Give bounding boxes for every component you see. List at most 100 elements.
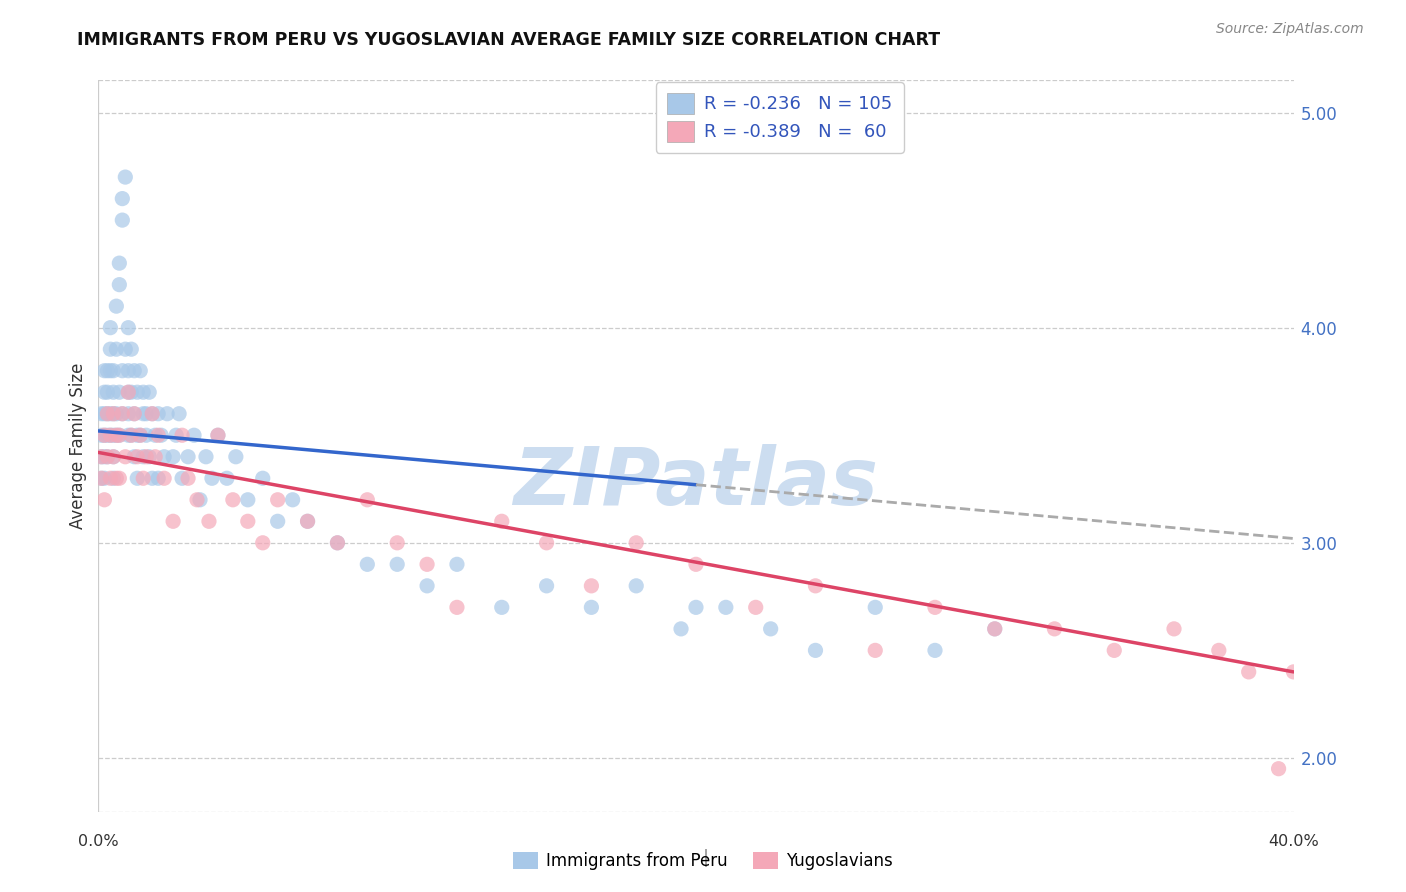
Point (188, 492, 211, 507)
Point (108, 277, 131, 292)
Point (124, 450, 146, 464)
Point (103, 471, 125, 485)
Point (96, 450, 118, 464)
Point (148, 428, 170, 442)
Point (172, 428, 194, 442)
Point (195, 450, 218, 464)
Point (103, 450, 125, 464)
Point (111, 213, 134, 227)
Text: 40.0%: 40.0% (1268, 834, 1319, 848)
Point (222, 492, 245, 507)
Point (143, 450, 166, 464)
Point (446, 600, 468, 615)
Point (236, 514, 259, 528)
Point (267, 514, 290, 528)
Point (127, 450, 149, 464)
Point (90, 471, 112, 485)
Point (150, 428, 173, 442)
Point (117, 428, 139, 442)
Point (129, 428, 152, 442)
Point (105, 471, 128, 485)
Text: IMMIGRANTS FROM PERU VS YUGOSLAVIAN AVERAGE FAMILY SIZE CORRELATION CHART: IMMIGRANTS FROM PERU VS YUGOSLAVIAN AVER… (77, 31, 941, 49)
Point (132, 407, 155, 421)
Point (127, 428, 149, 442)
Point (215, 471, 238, 485)
Point (138, 385, 160, 400)
Point (117, 320, 139, 334)
Point (207, 428, 229, 442)
Point (135, 407, 157, 421)
Point (98, 471, 122, 485)
Point (385, 536, 409, 550)
Point (124, 407, 146, 421)
Point (186, 492, 208, 507)
Point (93, 450, 115, 464)
Point (804, 643, 827, 657)
Text: 0.0%: 0.0% (79, 834, 118, 848)
Point (111, 407, 134, 421)
Point (165, 428, 187, 442)
Point (207, 428, 229, 442)
Point (148, 471, 170, 485)
Point (108, 428, 131, 442)
Point (90, 471, 112, 485)
Point (98, 407, 122, 421)
Point (127, 471, 149, 485)
Point (177, 450, 200, 464)
Point (120, 428, 142, 442)
Point (177, 471, 200, 485)
Point (924, 643, 946, 657)
Point (236, 492, 259, 507)
Point (135, 428, 157, 442)
Point (148, 407, 170, 421)
Point (108, 471, 131, 485)
Point (416, 579, 439, 593)
Point (93, 428, 115, 442)
Point (198, 514, 221, 528)
Point (93, 385, 115, 400)
Point (984, 622, 1007, 636)
Point (626, 579, 648, 593)
Point (326, 536, 349, 550)
Point (138, 450, 160, 464)
Text: ZIPatlas: ZIPatlas (513, 443, 879, 522)
Point (172, 471, 194, 485)
Point (759, 622, 782, 636)
Point (865, 643, 887, 657)
Point (225, 450, 247, 464)
Point (93, 492, 115, 507)
Point (98, 428, 122, 442)
Point (297, 514, 319, 528)
Point (581, 579, 603, 593)
Point (90, 450, 112, 464)
Point (117, 385, 139, 400)
Point (804, 579, 827, 593)
Point (267, 492, 290, 507)
Point (105, 342, 128, 356)
Point (93, 407, 115, 421)
Point (98, 320, 122, 334)
Point (96, 407, 118, 421)
Point (356, 492, 378, 507)
Point (114, 170, 136, 185)
Point (491, 514, 513, 528)
Legend: Immigrants from Peru, Yugoslavians: Immigrants from Peru, Yugoslavians (506, 845, 900, 877)
Point (103, 407, 125, 421)
Point (536, 536, 558, 550)
Point (129, 364, 152, 378)
Point (114, 450, 136, 464)
Point (183, 428, 205, 442)
Point (98, 342, 122, 356)
Point (98, 364, 122, 378)
Point (201, 471, 224, 485)
Point (103, 428, 125, 442)
Point (356, 558, 378, 572)
Point (96, 385, 118, 400)
Point (111, 364, 134, 378)
Point (156, 407, 179, 421)
Point (117, 364, 139, 378)
Point (745, 600, 768, 615)
Point (162, 514, 184, 528)
Point (865, 600, 887, 615)
Point (153, 471, 176, 485)
